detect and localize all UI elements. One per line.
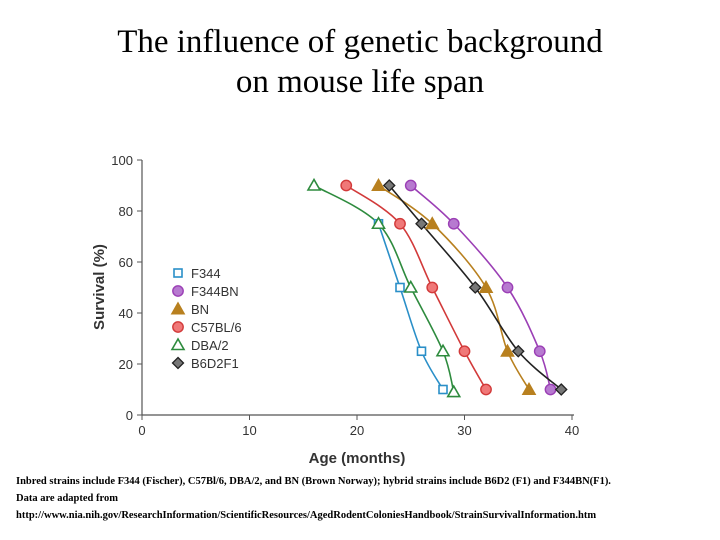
chart-legend: F344 F344BN BN C57BL/6 DBA/2 B6D2F1 xyxy=(170,266,242,371)
page-title: The influence of genetic background on m… xyxy=(0,22,720,102)
title-line-2: on mouse life span xyxy=(235,64,485,100)
data-point-c57bl-6 xyxy=(480,383,492,396)
x-axis-label: Age (months) xyxy=(309,450,406,467)
data-point-dba-2 xyxy=(371,216,386,230)
data-point-bn xyxy=(500,343,515,357)
legend-marker-bn xyxy=(170,301,186,315)
series-line-f344 xyxy=(377,223,444,390)
legend-marker-dba-2 xyxy=(170,337,186,351)
series-line-c57bl-6 xyxy=(345,184,487,390)
y-tick-label: 20 xyxy=(119,357,133,372)
legend-item-b6d2f1: B6D2F1 xyxy=(171,356,239,371)
data-point-bn xyxy=(478,279,494,293)
legend-item-dba-2: DBA/2 xyxy=(170,337,229,353)
data-point-b6d2f1 xyxy=(382,179,396,192)
y-tick-label: 60 xyxy=(119,255,133,270)
figure-caption: Inbred strains include F344 (Fischer), C… xyxy=(16,473,716,524)
chart-markers xyxy=(306,177,568,398)
caption-source-link: http://www.nia.nih.gov/ResearchInformati… xyxy=(16,510,597,521)
data-point-b6d2f1 xyxy=(511,344,525,358)
y-tick-label: 80 xyxy=(119,204,133,219)
legend-label-bn: BN xyxy=(191,302,209,317)
legend-item-c57bl-6: C57BL/6 xyxy=(172,320,242,335)
y-tick-label: 100 xyxy=(111,153,133,168)
data-point-c57bl-6 xyxy=(458,345,471,358)
legend-label-f344: F344 xyxy=(191,266,221,281)
legend-marker-b6d2f1 xyxy=(171,356,185,370)
y-axis-label: Survival (%) xyxy=(91,244,108,330)
data-point-dba-2 xyxy=(306,177,322,191)
legend-label-c57bl-6: C57BL/6 xyxy=(191,320,242,335)
data-point-f344bn xyxy=(533,345,546,358)
data-point-c57bl-6 xyxy=(394,217,406,230)
data-point-c57bl-6 xyxy=(340,179,353,192)
chart-axes: 0 10 20 30 40 0 20 40 60 80 100 xyxy=(111,153,579,438)
data-point-dba-2 xyxy=(403,279,419,293)
data-point-dba-2 xyxy=(435,343,451,357)
data-point-b6d2f1 xyxy=(554,383,568,396)
data-point-f344 xyxy=(416,346,427,357)
x-tick-label: 30 xyxy=(457,423,471,438)
legend-item-f344bn: F344BN xyxy=(172,284,239,299)
x-tick-label: 20 xyxy=(350,423,364,438)
data-point-bn xyxy=(521,381,537,395)
x-tick-label: 10 xyxy=(242,423,256,438)
legend-item-f344: F344 xyxy=(173,266,221,281)
data-point-b6d2f1 xyxy=(415,217,428,231)
legend-label-b6d2f1: B6D2F1 xyxy=(191,356,239,371)
legend-item-bn: BN xyxy=(170,301,209,317)
caption-line-2: Data are adapted from xyxy=(16,493,118,504)
data-point-f344bn xyxy=(404,179,417,192)
data-point-f344bn xyxy=(544,383,557,396)
data-point-b6d2f1 xyxy=(468,281,482,294)
data-point-f344bn xyxy=(447,217,460,230)
data-point-bn xyxy=(424,216,440,230)
y-tick-label: 40 xyxy=(119,306,133,321)
caption-line-1: Inbred strains include F344 (Fischer), C… xyxy=(16,476,611,487)
data-point-f344bn xyxy=(501,281,514,294)
title-line-1: The influence of genetic background xyxy=(117,24,603,60)
data-point-c57bl-6 xyxy=(426,281,439,294)
y-tick-label: 0 xyxy=(126,408,133,423)
legend-marker-f344 xyxy=(173,268,183,278)
legend-label-dba-2: DBA/2 xyxy=(191,338,229,353)
legend-label-f344bn: F344BN xyxy=(191,284,239,299)
data-point-f344 xyxy=(395,282,405,293)
data-point-bn xyxy=(371,177,386,191)
x-tick-label: 40 xyxy=(565,423,579,438)
data-point-f344 xyxy=(438,384,448,395)
legend-marker-c57bl-6 xyxy=(172,321,184,333)
data-point-dba-2 xyxy=(446,384,462,398)
legend-marker-f344bn xyxy=(172,285,184,297)
x-tick-label: 0 xyxy=(138,423,145,438)
